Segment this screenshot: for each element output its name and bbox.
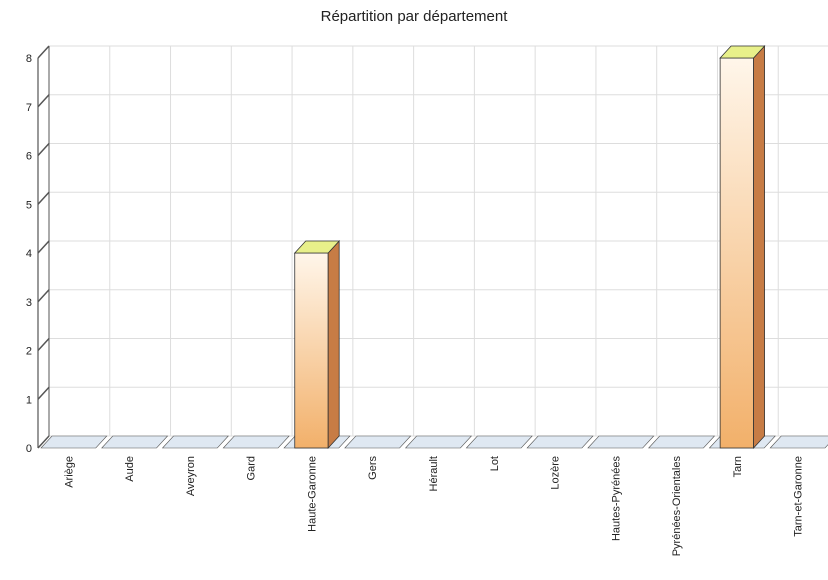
x-tick-labels: Ariège Aude Aveyron Gard Haute-Garonne Gers Hé… xyxy=(63,456,804,557)
floor-segment xyxy=(101,435,169,449)
floor-segment xyxy=(526,435,594,449)
y-tick-mark xyxy=(37,289,50,303)
bars xyxy=(293,44,766,450)
floor-segment xyxy=(769,435,828,449)
floor-segment xyxy=(222,435,290,449)
y-tick-mark xyxy=(37,191,50,205)
floor-segment xyxy=(40,435,108,449)
bar xyxy=(293,239,341,450)
chart-title: Répartition par département xyxy=(320,8,508,25)
x-tick-label: Tarn xyxy=(732,456,744,477)
bar-top xyxy=(293,240,341,254)
floor-segment xyxy=(465,435,533,449)
x-tick-label: Gard xyxy=(246,456,258,480)
y-tick-label: 6 xyxy=(26,151,32,163)
y-tick-mark xyxy=(37,240,50,254)
y-tick-mark xyxy=(37,435,50,449)
y-tick-mark xyxy=(37,386,50,400)
y-tick-mark xyxy=(37,142,50,157)
y-axis xyxy=(37,45,50,449)
bar-front xyxy=(719,57,754,449)
x-tick-label: Tarn-et-Garonne xyxy=(793,456,805,537)
y-tick-label: 8 xyxy=(26,53,32,65)
floor-segment xyxy=(404,435,473,449)
x-tick-label: Pyrénées-Orientales xyxy=(671,456,683,557)
bar xyxy=(719,44,766,450)
grid xyxy=(48,45,828,437)
y-tick-mark xyxy=(37,94,50,108)
floor xyxy=(40,435,828,449)
bar-side xyxy=(753,44,765,450)
y-tick-label: 2 xyxy=(26,346,32,358)
y-tick-label: 7 xyxy=(26,102,32,114)
y-tick-label: 5 xyxy=(26,199,32,211)
y-tick-label: 4 xyxy=(26,248,32,260)
y-tick-mark xyxy=(37,45,50,59)
floor-segment xyxy=(161,435,229,449)
bar-front xyxy=(294,252,329,449)
y-tick-labels: 0 1 2 3 4 5 6 7 8 xyxy=(26,53,32,455)
x-tick-label: Hautes-Pyrénées xyxy=(610,456,622,541)
y-tick-label: 1 xyxy=(26,394,32,406)
bar-side xyxy=(327,239,340,450)
bar-top xyxy=(719,45,766,59)
y-tick-mark xyxy=(37,337,50,352)
x-tick-label: Aude xyxy=(124,456,136,482)
x-tick-label: Aveyron xyxy=(185,456,197,496)
x-tick-label: Ariège xyxy=(63,456,75,488)
x-tick-label: Hérault xyxy=(428,456,440,491)
x-tick-label: Gers xyxy=(367,456,379,480)
floor-segment xyxy=(648,435,716,449)
y-tick-label: 3 xyxy=(26,297,32,309)
floor-segment xyxy=(344,435,412,449)
x-tick-label: Lot xyxy=(489,456,501,471)
floor-segment xyxy=(587,435,655,449)
x-tick-label: Haute-Garonne xyxy=(306,456,318,532)
x-tick-label: Lozère xyxy=(550,456,562,490)
y-tick-label: 0 xyxy=(26,443,32,455)
